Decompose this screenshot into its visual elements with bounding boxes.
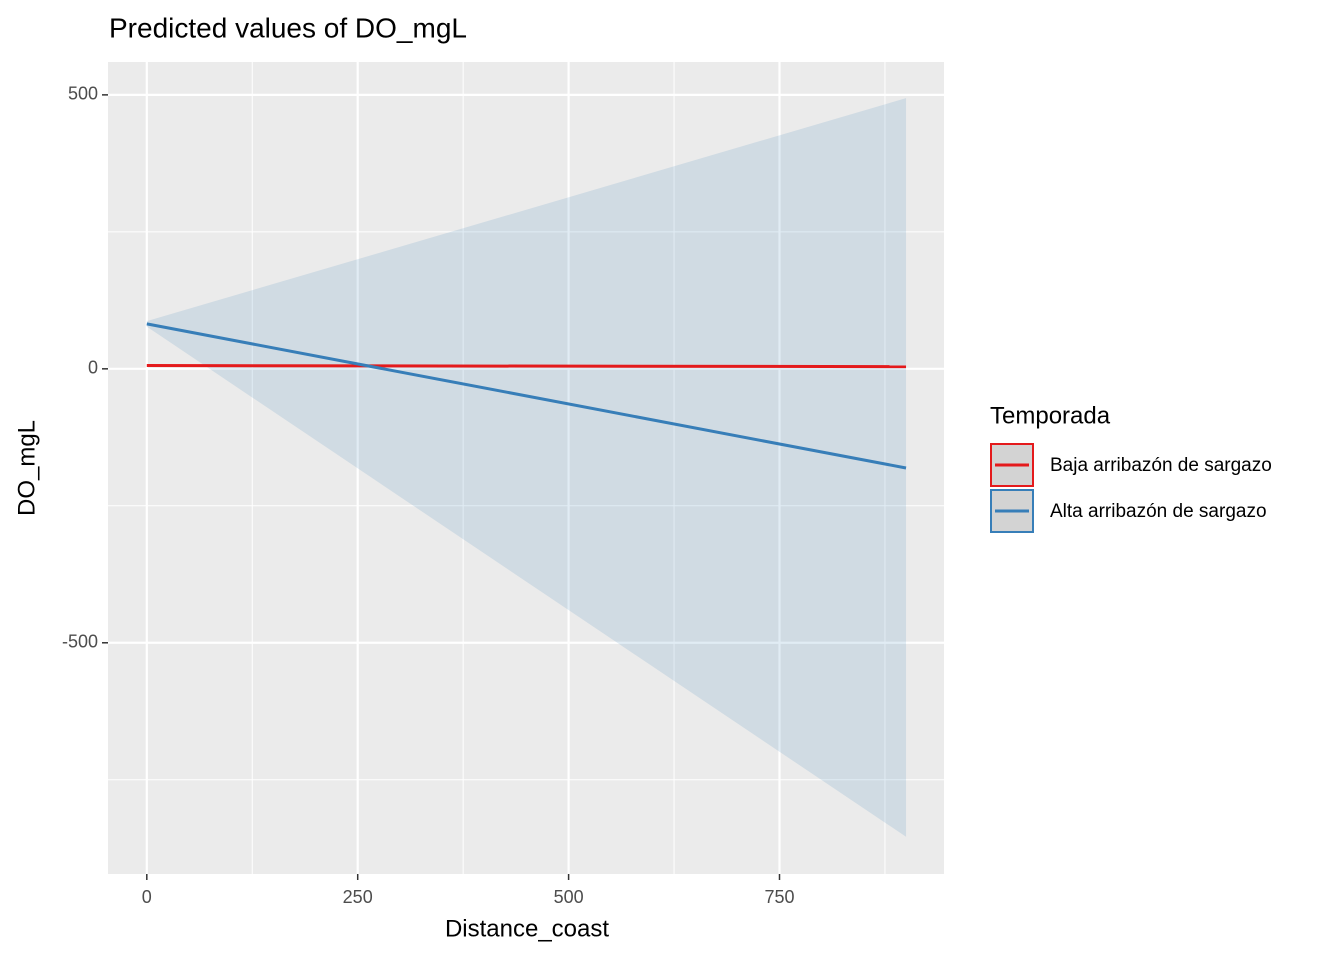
x-axis-title: Distance_coast bbox=[445, 915, 609, 942]
series-line bbox=[146, 364, 907, 369]
x-tick-label: 500 bbox=[554, 887, 584, 907]
y-axis-title: DO_mgL bbox=[13, 420, 40, 516]
confidence-band bbox=[146, 98, 907, 837]
y-tick-label: 0 bbox=[88, 358, 98, 378]
chart-title: Predicted values of DO_mgL bbox=[109, 12, 467, 43]
panel bbox=[108, 62, 944, 874]
legend-label: Baja arribazón de sargazo bbox=[1050, 455, 1272, 476]
y-tick-label: -500 bbox=[62, 632, 98, 652]
x-tick-label: 0 bbox=[142, 887, 152, 907]
x-tick-label: 250 bbox=[343, 887, 373, 907]
legend-title: Temporada bbox=[990, 402, 1111, 429]
y-tick-label: 500 bbox=[68, 84, 98, 104]
series-line bbox=[146, 322, 907, 470]
x-tick-label: 750 bbox=[764, 887, 794, 907]
legend-label: Alta arribazón de sargazo bbox=[1050, 501, 1267, 522]
